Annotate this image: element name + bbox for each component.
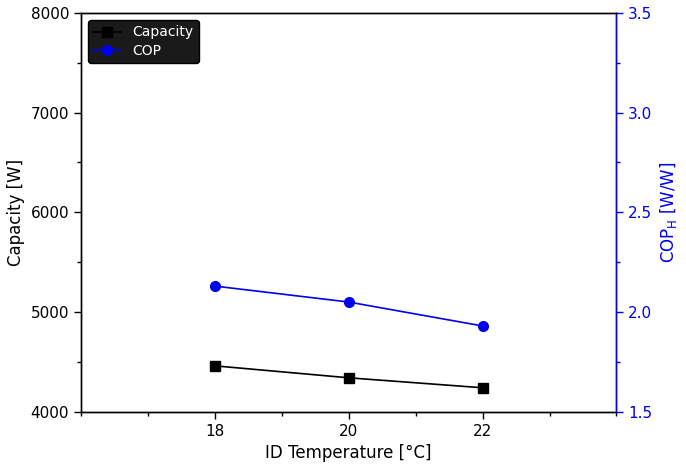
Line: Capacity: Capacity (210, 361, 488, 393)
Capacity (211, 363, 219, 369)
COP (344, 299, 353, 305)
Line: COP: COP (210, 281, 488, 331)
Capacity (478, 385, 486, 391)
COP (211, 283, 219, 289)
Y-axis label: $\mathrm{COP_H}$ [W/W]: $\mathrm{COP_H}$ [W/W] (658, 162, 679, 263)
COP (478, 323, 486, 329)
X-axis label: ID Temperature [°C]: ID Temperature [°C] (265, 444, 432, 462)
Y-axis label: Capacity [W]: Capacity [W] (7, 159, 25, 266)
Legend: Capacity, COP: Capacity, COP (88, 20, 199, 63)
Capacity (344, 375, 353, 381)
